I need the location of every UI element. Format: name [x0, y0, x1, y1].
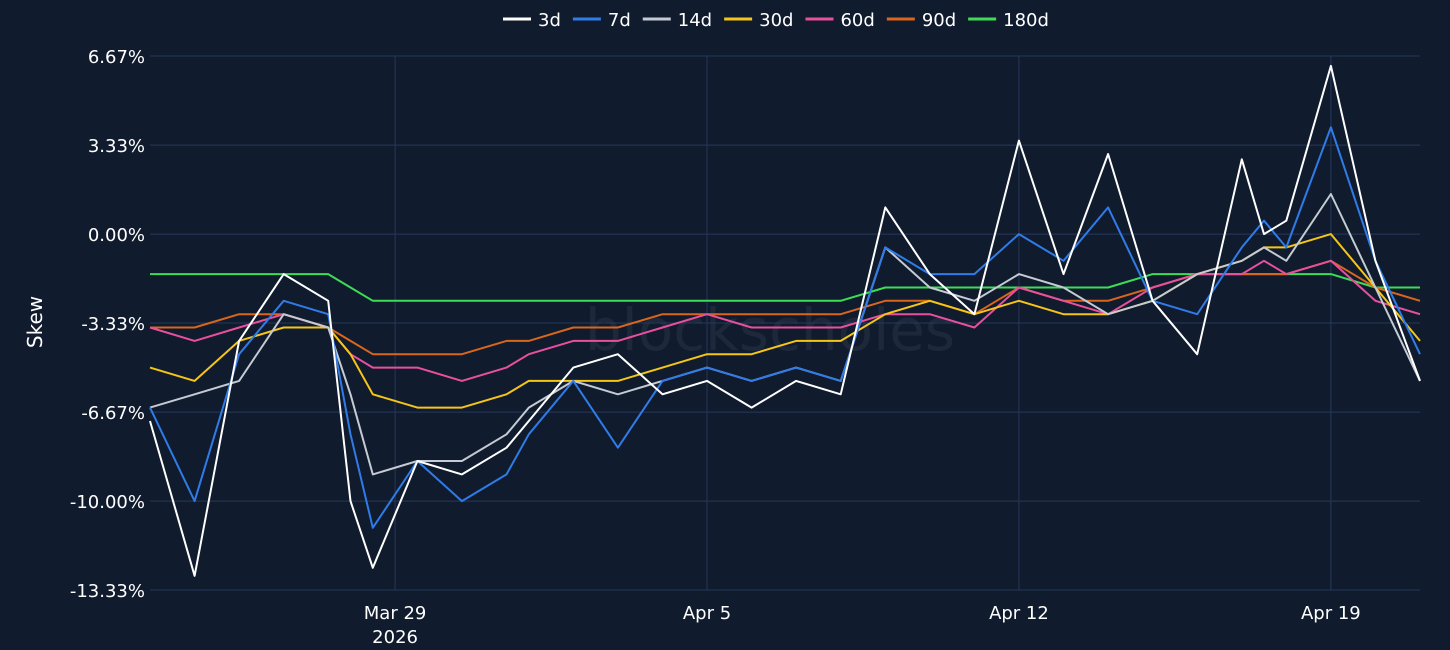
y-tick-label: -10.00%	[70, 492, 145, 513]
grid	[150, 55, 1420, 591]
x-tick-label: Mar 29	[364, 603, 427, 624]
y-axis: 6.67% 3.33% 0.00% -3.33% -6.67% -10.00% -13.33…	[70, 47, 145, 602]
series-line-7d	[149, 126, 1421, 529]
legend-item-180d[interactable]: 180d	[968, 10, 1049, 31]
legend-item-7d[interactable]: 7d	[572, 10, 631, 31]
y-tick-label: 3.33%	[88, 136, 145, 157]
y-axis-title: Skew	[23, 296, 47, 348]
y-tick-label: -13.33%	[70, 581, 145, 602]
x-tick-label: Apr 12	[989, 603, 1049, 624]
y-tick-label: -3.33%	[81, 314, 145, 335]
series-lines	[149, 64, 1421, 577]
legend-item-30d[interactable]: 30d	[724, 10, 793, 31]
y-tick-label: -6.67%	[81, 403, 145, 424]
legend-item-3d[interactable]: 3d	[503, 10, 561, 31]
y-tick-label: 0.00%	[88, 225, 145, 246]
legend-item-60d[interactable]: 60d	[805, 10, 875, 31]
series-line-60d	[149, 259, 1421, 382]
x-tick-label: Apr 5	[683, 603, 731, 624]
series-line-3d	[149, 64, 1421, 577]
x-tick-label: Apr 19	[1301, 603, 1361, 624]
legend-label: 3d	[538, 10, 561, 31]
y-tick-label: 6.67%	[88, 47, 145, 68]
legend-label: 30d	[759, 10, 793, 31]
legend-label: 60d	[840, 10, 874, 31]
legend-label: 180d	[1003, 10, 1049, 31]
legend-item-14d[interactable]: 14d	[642, 10, 712, 31]
x-tick-sublabel: 2026	[372, 627, 418, 648]
legend-label: 90d	[922, 10, 956, 31]
watermark: blockscholes	[585, 296, 955, 364]
legend-label: 14d	[678, 10, 712, 31]
legend-label: 7d	[608, 10, 631, 31]
legend-item-90d[interactable]: 90d	[886, 10, 956, 31]
legend: 3d 7d 14d 30d 60d 90d 180d	[503, 10, 1049, 31]
x-axis: Mar 29 2026 Apr 5 Apr 12 Apr 19	[364, 603, 1361, 648]
